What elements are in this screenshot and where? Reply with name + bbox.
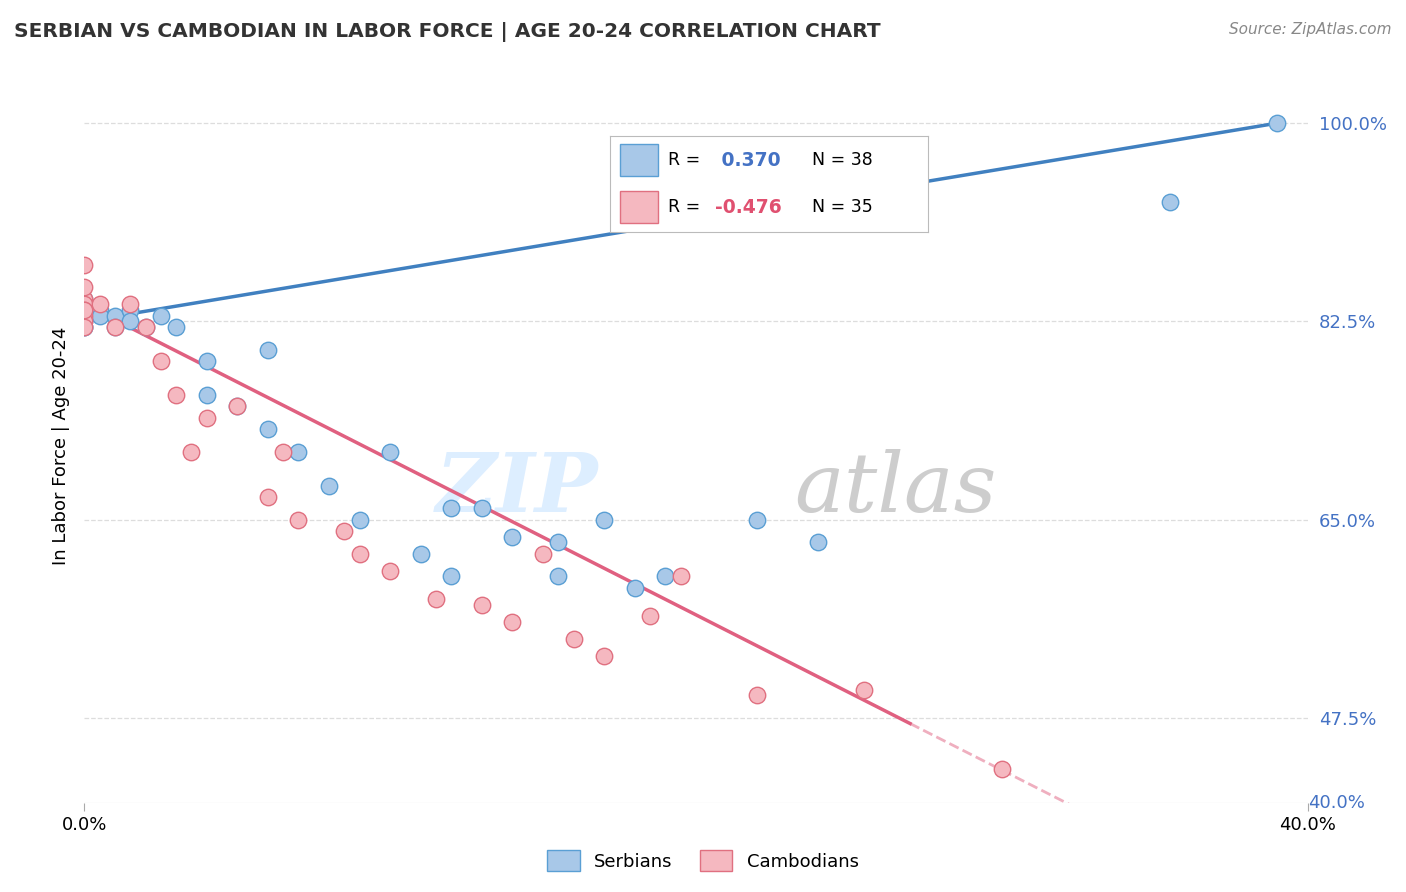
- Point: [73, 320, 96, 334]
- Point: [135, 320, 157, 334]
- Point: [669, 569, 692, 583]
- Point: [89, 309, 111, 323]
- Point: [257, 422, 280, 436]
- Point: [226, 400, 249, 414]
- Point: [73, 314, 96, 328]
- Point: [318, 478, 340, 492]
- Point: [73, 303, 96, 318]
- Point: [73, 292, 96, 306]
- Point: [89, 303, 111, 318]
- Point: [502, 530, 524, 544]
- Point: [180, 444, 202, 458]
- Point: [531, 547, 554, 561]
- Point: [165, 388, 187, 402]
- Point: [562, 632, 585, 646]
- Point: [104, 320, 127, 334]
- Text: N = 35: N = 35: [801, 198, 873, 217]
- Point: [593, 513, 616, 527]
- Point: [991, 762, 1014, 776]
- Point: [73, 320, 96, 334]
- Point: [654, 569, 676, 583]
- Point: [471, 501, 494, 516]
- Point: [271, 444, 294, 458]
- Point: [120, 314, 142, 328]
- Point: [287, 444, 309, 458]
- Point: [425, 591, 447, 606]
- Text: -0.476: -0.476: [716, 198, 782, 217]
- Point: [120, 303, 142, 318]
- Point: [73, 309, 96, 323]
- Text: N = 38: N = 38: [801, 151, 873, 169]
- Point: [502, 615, 524, 629]
- Point: [149, 309, 172, 323]
- Point: [287, 513, 309, 527]
- Text: 40.0%: 40.0%: [1308, 794, 1364, 812]
- Text: SERBIAN VS CAMBODIAN IN LABOR FORCE | AGE 20-24 CORRELATION CHART: SERBIAN VS CAMBODIAN IN LABOR FORCE | AG…: [14, 22, 880, 42]
- Legend: Serbians, Cambodians: Serbians, Cambodians: [540, 843, 866, 879]
- Point: [226, 400, 249, 414]
- Point: [380, 444, 402, 458]
- Point: [104, 309, 127, 323]
- Point: [747, 513, 769, 527]
- Text: atlas: atlas: [794, 449, 997, 529]
- Point: [120, 297, 142, 311]
- FancyBboxPatch shape: [620, 145, 658, 176]
- Point: [73, 280, 96, 294]
- Point: [104, 320, 127, 334]
- Y-axis label: In Labor Force | Age 20-24: In Labor Force | Age 20-24: [52, 326, 70, 566]
- Point: [409, 547, 432, 561]
- Point: [149, 354, 172, 368]
- Point: [195, 354, 218, 368]
- Point: [89, 297, 111, 311]
- Point: [1159, 195, 1181, 210]
- Point: [638, 608, 661, 623]
- Point: [471, 598, 494, 612]
- Point: [440, 569, 463, 583]
- Point: [380, 564, 402, 578]
- Point: [547, 535, 569, 549]
- Point: [747, 688, 769, 702]
- Point: [440, 501, 463, 516]
- Point: [195, 388, 218, 402]
- Point: [73, 303, 96, 318]
- Point: [73, 309, 96, 323]
- Text: ZIP: ZIP: [436, 449, 598, 529]
- Point: [593, 648, 616, 663]
- Point: [547, 569, 569, 583]
- Point: [257, 490, 280, 504]
- Point: [73, 320, 96, 334]
- Point: [333, 524, 356, 538]
- Point: [624, 581, 647, 595]
- Point: [853, 682, 876, 697]
- Point: [135, 320, 157, 334]
- Point: [349, 513, 371, 527]
- Point: [807, 535, 830, 549]
- Point: [73, 292, 96, 306]
- Point: [165, 320, 187, 334]
- Point: [349, 547, 371, 561]
- Point: [73, 258, 96, 272]
- Point: [1265, 116, 1288, 130]
- Text: R =: R =: [668, 198, 706, 217]
- Text: R =: R =: [668, 151, 706, 169]
- Text: 0.370: 0.370: [716, 151, 780, 169]
- Point: [257, 343, 280, 357]
- Point: [73, 314, 96, 328]
- Point: [73, 297, 96, 311]
- Point: [73, 303, 96, 318]
- Text: Source: ZipAtlas.com: Source: ZipAtlas.com: [1229, 22, 1392, 37]
- FancyBboxPatch shape: [620, 192, 658, 223]
- Point: [195, 410, 218, 425]
